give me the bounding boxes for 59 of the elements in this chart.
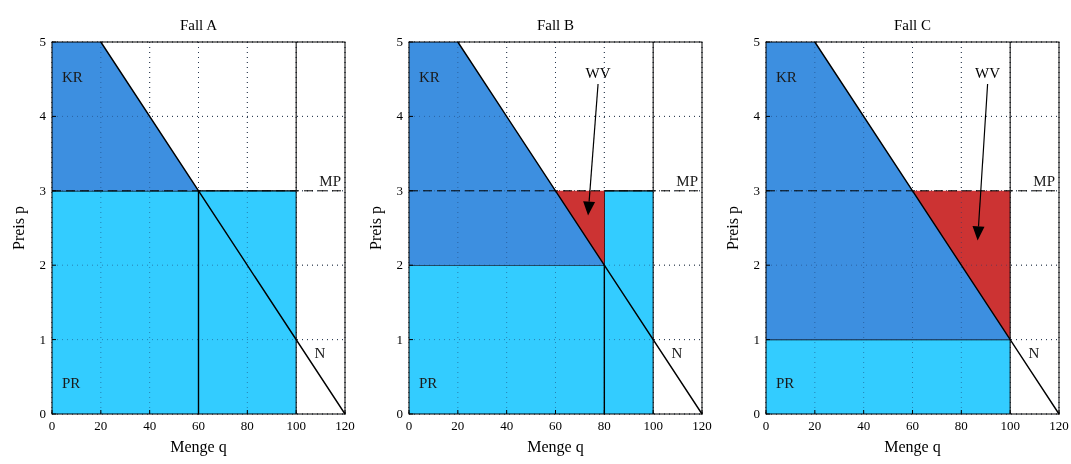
x-tick-label: 40 xyxy=(143,418,157,433)
x-axis-title: Menge q xyxy=(527,438,584,456)
series-label: PR xyxy=(419,375,438,391)
y-tick-label: 5 xyxy=(39,34,46,49)
x-axis-title: Menge q xyxy=(884,438,941,456)
series-label: PR xyxy=(776,375,795,391)
chart-title: Fall C xyxy=(893,17,932,33)
x-tick-label: 100 xyxy=(286,418,306,433)
y-tick-label: 1 xyxy=(39,331,46,347)
x-tick-label: 60 xyxy=(192,418,205,433)
x-tick-label: 120 xyxy=(335,418,355,433)
annotation: WV xyxy=(585,65,611,81)
series-label: N xyxy=(1028,345,1040,362)
x-tick-label: 80 xyxy=(954,418,968,433)
series-label: KR xyxy=(776,69,797,85)
x-tick-label: 80 xyxy=(597,418,611,433)
y-tick-label: 5 xyxy=(396,34,403,49)
ref-line-label: MP xyxy=(676,172,698,189)
x-tick-label: 20 xyxy=(94,418,108,433)
y-tick-label: 4 xyxy=(39,108,47,124)
x-tick-label: 60 xyxy=(906,418,919,433)
series-label: N xyxy=(671,345,683,362)
annotation: WV xyxy=(975,65,1001,81)
ref-line-label: MP xyxy=(1033,172,1055,189)
y-tick-label: 3 xyxy=(39,182,46,198)
x-tick-label: 120 xyxy=(1049,418,1069,433)
x-tick-label: 100 xyxy=(643,418,663,433)
chart-title: Fall B xyxy=(536,17,575,33)
x-tick-label: 20 xyxy=(808,418,822,433)
series-label: KR xyxy=(62,69,83,85)
x-tick-label: 80 xyxy=(240,418,254,433)
x-tick-label: 60 xyxy=(549,418,562,433)
x-tick-label: 40 xyxy=(857,418,871,433)
y-tick-label: 1 xyxy=(396,331,403,347)
y-tick-label: 3 xyxy=(753,182,760,198)
y-tick-label: 0 xyxy=(753,406,760,421)
y-tick-label: 2 xyxy=(753,257,760,273)
series-label: N xyxy=(314,345,326,362)
y-tick-label: 4 xyxy=(396,108,404,124)
x-tick-label: 120 xyxy=(692,418,712,433)
x-tick-label: 100 xyxy=(1000,418,1020,433)
y-tick-label: 5 xyxy=(753,34,760,49)
y-tick-label: 2 xyxy=(396,257,403,273)
y-tick-label: 3 xyxy=(396,182,403,198)
y-axis-title: Preis p xyxy=(724,206,742,250)
x-axis-title: Menge q xyxy=(170,438,227,456)
y-tick-label: 0 xyxy=(396,406,403,421)
y-tick-label: 4 xyxy=(753,108,761,124)
chart-title: Fall A xyxy=(179,17,218,33)
y-axis-title: Preis p xyxy=(10,206,28,250)
ref-line-label: MP xyxy=(319,172,341,189)
series-label: KR xyxy=(419,69,440,85)
y-tick-label: 1 xyxy=(753,331,760,347)
y-tick-label: 2 xyxy=(39,257,46,273)
series-label: PR xyxy=(62,375,81,391)
x-tick-label: 20 xyxy=(451,418,465,433)
x-tick-label: 40 xyxy=(500,418,514,433)
y-tick-label: 0 xyxy=(39,406,46,421)
y-axis-title: Preis p xyxy=(367,206,385,250)
